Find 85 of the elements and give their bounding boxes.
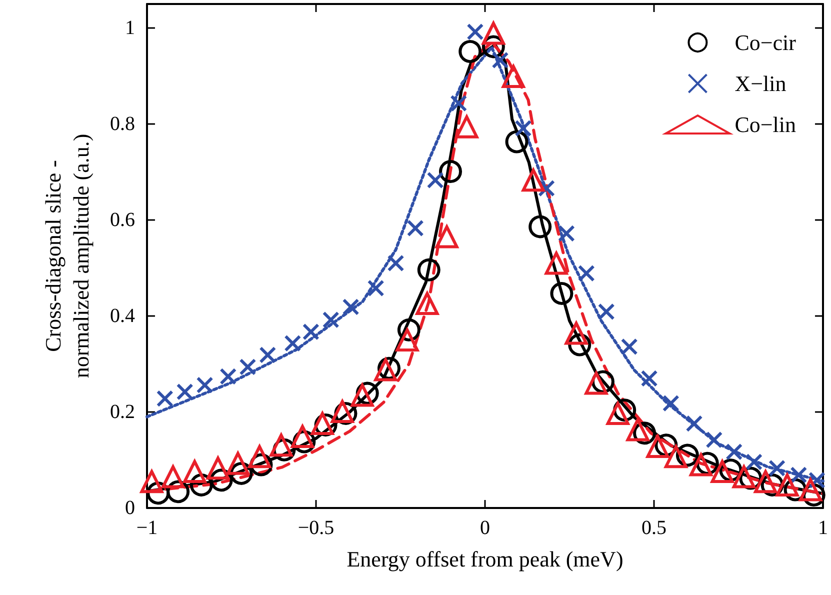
point bbox=[450, 94, 468, 112]
point bbox=[270, 434, 293, 457]
point bbox=[726, 443, 743, 460]
point bbox=[426, 172, 444, 189]
y-axis-title: Cross-diagonal slice - normalized amplitude (a.u.) bbox=[40, 134, 94, 378]
point bbox=[156, 390, 174, 408]
point bbox=[558, 224, 575, 242]
x-tick-label: −1 bbox=[136, 517, 158, 539]
point bbox=[435, 225, 458, 248]
point bbox=[397, 318, 420, 342]
point bbox=[689, 453, 712, 476]
point bbox=[416, 292, 439, 316]
point bbox=[502, 64, 525, 88]
point bbox=[330, 400, 354, 424]
point bbox=[620, 338, 638, 356]
point bbox=[220, 368, 237, 385]
point bbox=[239, 358, 256, 376]
point bbox=[492, 52, 509, 69]
y-tick-label: 0.6 bbox=[110, 209, 135, 231]
point bbox=[183, 460, 206, 484]
point bbox=[578, 264, 595, 282]
x-axis-title: Energy offset from peak (meV) bbox=[346, 546, 624, 572]
point bbox=[302, 323, 320, 340]
point bbox=[584, 372, 608, 395]
point bbox=[640, 370, 658, 387]
point bbox=[162, 465, 185, 488]
point bbox=[544, 252, 568, 275]
point bbox=[522, 168, 545, 192]
point bbox=[482, 22, 505, 45]
point bbox=[406, 220, 424, 237]
point bbox=[746, 453, 763, 470]
y-tick-label: 0.4 bbox=[110, 305, 135, 327]
point bbox=[528, 215, 552, 238]
point bbox=[776, 473, 799, 496]
point bbox=[564, 322, 588, 345]
point bbox=[466, 23, 484, 40]
point bbox=[350, 384, 374, 407]
point bbox=[664, 445, 688, 468]
legend-label: Co−cir bbox=[734, 30, 797, 55]
point bbox=[310, 412, 334, 436]
point bbox=[322, 311, 340, 328]
point bbox=[176, 383, 194, 400]
x-tick-label: 1 bbox=[818, 517, 828, 539]
point bbox=[455, 115, 478, 138]
point bbox=[140, 470, 164, 494]
point bbox=[226, 452, 250, 475]
point bbox=[206, 456, 230, 480]
point bbox=[505, 130, 528, 154]
point bbox=[367, 280, 384, 297]
point bbox=[248, 445, 272, 468]
x-tick-label: −0.5 bbox=[298, 517, 334, 539]
point bbox=[732, 465, 756, 488]
point bbox=[387, 254, 404, 272]
point bbox=[798, 478, 822, 502]
point bbox=[626, 418, 650, 442]
point bbox=[646, 435, 670, 458]
y-tick-label: 0.2 bbox=[110, 401, 135, 423]
point bbox=[790, 466, 808, 484]
point bbox=[396, 328, 419, 352]
point bbox=[439, 160, 462, 184]
point bbox=[598, 303, 615, 320]
point bbox=[284, 334, 302, 352]
legend-label: X−lin bbox=[734, 71, 786, 96]
point bbox=[662, 394, 680, 412]
point bbox=[374, 358, 398, 382]
y-tick-label: 0.8 bbox=[110, 113, 135, 135]
point bbox=[196, 376, 214, 394]
point bbox=[259, 346, 276, 364]
point bbox=[514, 120, 532, 137]
point bbox=[606, 402, 630, 425]
point bbox=[706, 431, 723, 448]
point bbox=[754, 470, 778, 494]
x-tick-label: 0.5 bbox=[642, 517, 666, 539]
point bbox=[290, 424, 314, 448]
point bbox=[550, 282, 574, 305]
y-tick-label: 1 bbox=[125, 17, 135, 39]
point bbox=[417, 258, 440, 282]
point bbox=[342, 298, 360, 316]
point bbox=[710, 460, 734, 484]
point bbox=[768, 460, 786, 477]
legend-label: Co−lin bbox=[734, 112, 796, 137]
x-tick-label: 0 bbox=[480, 517, 490, 539]
y-tick-label: 0 bbox=[125, 497, 135, 519]
point bbox=[458, 40, 482, 64]
point bbox=[686, 415, 703, 432]
